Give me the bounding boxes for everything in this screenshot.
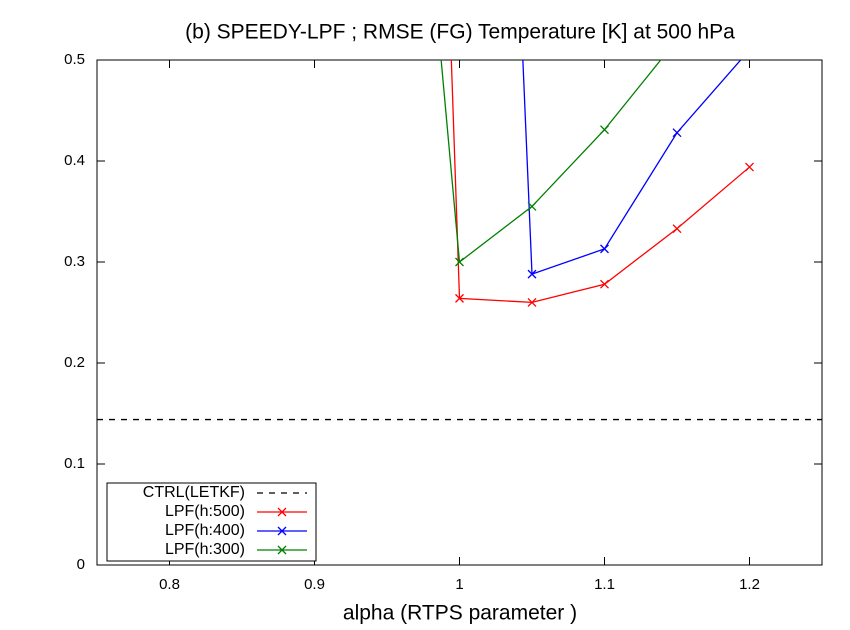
legend-label: LPF(h:500) xyxy=(165,503,245,520)
point-marker xyxy=(600,244,609,254)
legend-marker xyxy=(277,545,287,555)
legend-box xyxy=(106,482,317,562)
point-marker xyxy=(600,279,609,289)
point-marker xyxy=(455,257,464,267)
legend-marker xyxy=(277,526,287,536)
point-marker xyxy=(745,162,754,172)
point-marker xyxy=(672,224,682,234)
y-tick-label: 0 xyxy=(77,556,85,573)
legend-label: CTRL(LETKF) xyxy=(143,484,245,501)
x-axis-label: alpha (RTPS parameter ) xyxy=(343,602,577,625)
x-tick-label: 1.2 xyxy=(739,576,760,593)
point-marker xyxy=(600,125,609,135)
y-tick-label: 0.1 xyxy=(64,455,85,472)
point-marker xyxy=(527,269,537,279)
legend-marker xyxy=(277,507,287,517)
legend-label: LPF(h:300) xyxy=(165,541,245,558)
point-marker xyxy=(527,201,537,211)
x-tick-label: 1.1 xyxy=(594,576,615,593)
x-tick-label: 1 xyxy=(455,576,463,593)
point-marker xyxy=(746,46,754,54)
point-marker xyxy=(455,293,464,303)
legend-label: LPF(h:400) xyxy=(165,522,245,539)
y-tick-label: 0.2 xyxy=(64,354,85,371)
y-tick-label: 0.5 xyxy=(64,51,85,68)
y-tick-label: 0.4 xyxy=(64,152,85,169)
point-marker xyxy=(527,297,537,307)
series-line xyxy=(450,60,750,304)
x-tick-label: 0.9 xyxy=(304,576,325,593)
y-tick-label: 0.3 xyxy=(64,253,85,270)
point-marker xyxy=(672,128,682,138)
chart-title: (b) SPEEDY-LPF ; RMSE (FG) Temperature [… xyxy=(185,21,735,44)
x-tick-label: 0.8 xyxy=(159,576,180,593)
plot-area xyxy=(97,46,822,421)
